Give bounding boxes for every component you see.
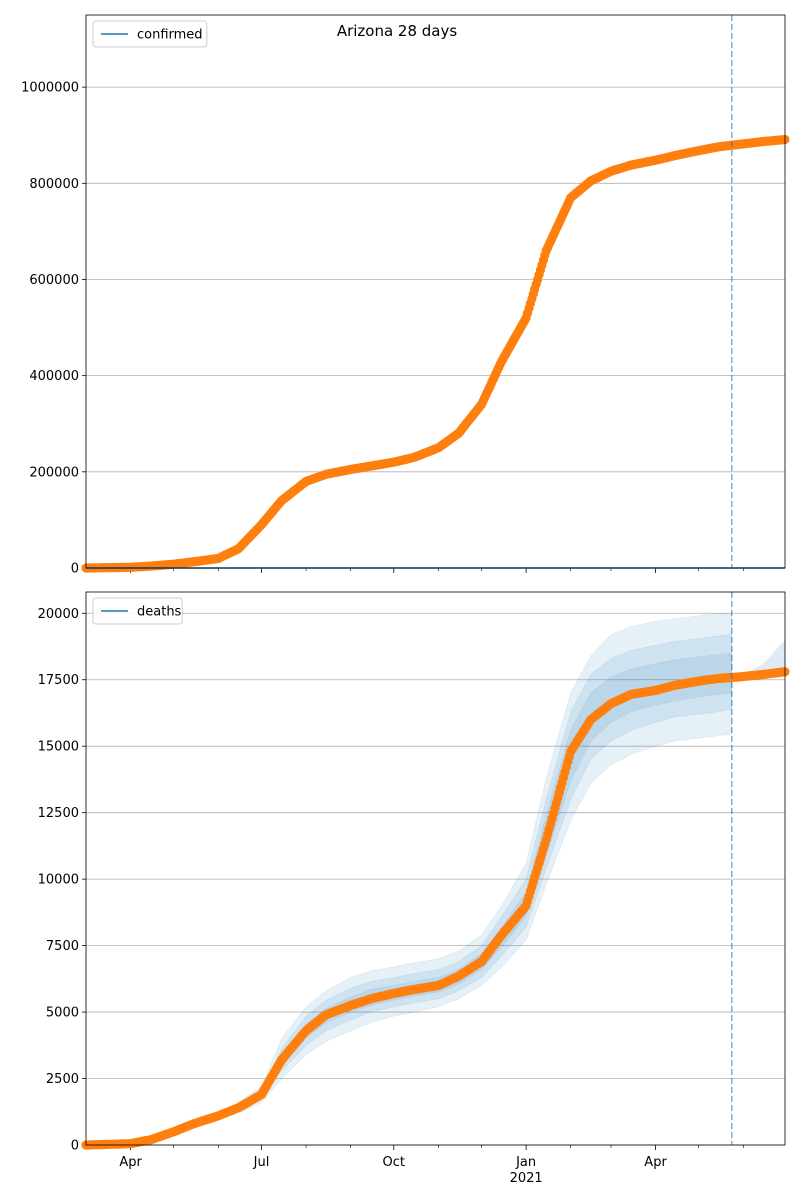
x-tick-label: Jan — [515, 1155, 536, 1170]
legend: deaths — [92, 597, 183, 625]
observed-series-confirmed — [81, 134, 790, 573]
confidence-band-outer — [238, 613, 733, 1114]
x-tick-label: Apr — [119, 1155, 142, 1170]
x-year-label: 2021 — [510, 1171, 543, 1186]
y-tick-label: 20000 — [38, 607, 79, 622]
y-tick-label: 5000 — [46, 1006, 79, 1021]
confirmed-panel: 0 200000 400000 600000 800000 1000000 confirme… — [21, 14, 790, 577]
legend-box — [92, 20, 208, 48]
y-tick-label: 2500 — [46, 1072, 79, 1087]
legend-label: confirmed — [137, 28, 203, 43]
y-tick-label: 400000 — [29, 369, 79, 384]
legend-box — [92, 597, 183, 625]
y-tick-label: 800000 — [29, 177, 79, 192]
legend-label: deaths — [137, 605, 182, 620]
deaths-panel: 0 2500 5000 7500 10000 12500 15000 17500 20000 de… — [38, 591, 790, 1186]
observed-series-deaths — [81, 667, 790, 1150]
y-tick-label: 17500 — [38, 673, 79, 688]
y-tick-label: 1000000 — [21, 81, 79, 96]
confidence-band-middle — [238, 634, 733, 1111]
x-tick-label: Jul — [253, 1155, 270, 1170]
y-tick-label: 10000 — [38, 873, 79, 888]
y-tick-label: 15000 — [38, 740, 79, 755]
y-tick-label: 7500 — [46, 939, 79, 954]
y-tick-label: 0 — [71, 1139, 79, 1154]
axes-frame — [85, 14, 786, 569]
figure-title: Arizona 28 days — [337, 22, 458, 40]
legend: confirmed — [92, 20, 208, 48]
y-tick-label: 200000 — [29, 465, 79, 480]
y-tick-label: 600000 — [29, 273, 79, 288]
x-tick-label: Apr — [644, 1155, 667, 1170]
x-tick-label: Oct — [383, 1155, 405, 1170]
axes-frame — [85, 591, 786, 1146]
y-tick-label: 0 — [71, 562, 79, 577]
y-tick-label: 12500 — [38, 806, 79, 821]
